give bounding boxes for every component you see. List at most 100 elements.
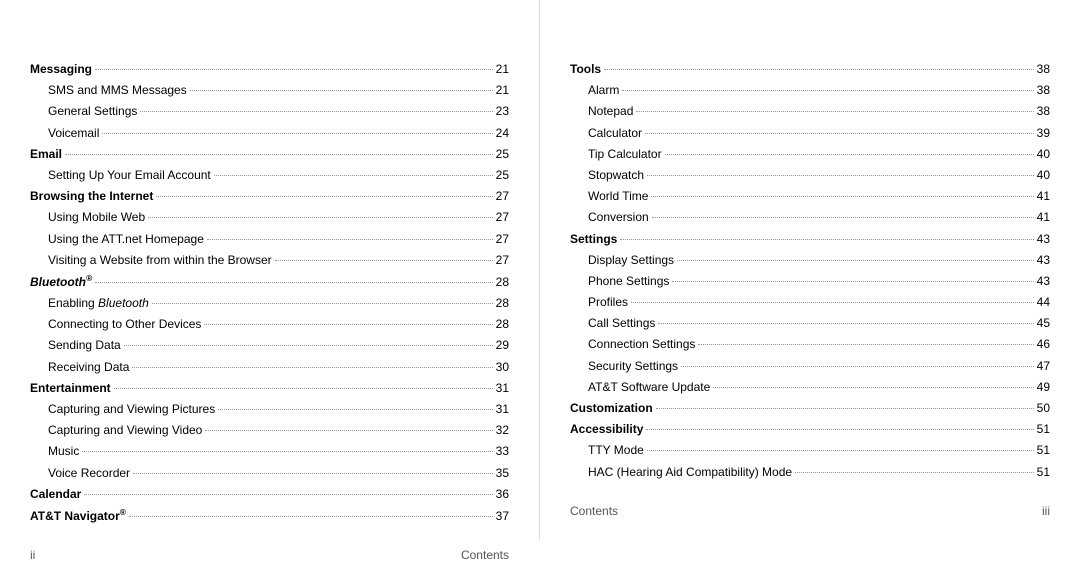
toc-entry-page: 38 [1037,81,1050,100]
toc-entry: AT&T Software Update49 [570,378,1050,397]
toc-page-left: Messaging21SMS and MMS Messages21General… [0,0,540,540]
toc-entry-page: 38 [1037,102,1050,121]
toc-leader-dots [665,154,1034,155]
toc-entry-page: 40 [1037,145,1050,164]
toc-entry-page: 38 [1037,60,1050,79]
toc-leader-dots [713,387,1033,388]
toc-entry-page: 43 [1037,251,1050,270]
footer-label: Contents [461,548,509,562]
toc-entry: Settings43 [570,230,1050,249]
toc-leader-dots [652,217,1034,218]
toc-leader-dots [65,154,493,155]
toc-entry-page: 27 [496,251,509,270]
toc-entry: Capturing and Viewing Video 32 [30,421,509,440]
toc-leader-dots [646,429,1033,430]
toc-entry: Calendar36 [30,485,509,504]
toc-entry-page: 45 [1037,314,1050,333]
toc-entry-page: 51 [1037,420,1050,439]
toc-entry-page: 32 [496,421,509,440]
toc-entry-title: Receiving Data [48,358,129,377]
toc-leader-dots [140,111,492,112]
toc-leader-dots [620,239,1033,240]
toc-entry-page: 41 [1037,187,1050,206]
toc-entries-left: Messaging21SMS and MMS Messages21General… [30,60,509,528]
toc-entry: Messaging21 [30,60,509,79]
toc-entry-page: 28 [496,294,509,313]
toc-entry-page: 41 [1037,208,1050,227]
toc-entry: Conversion 41 [570,208,1050,227]
toc-leader-dots [124,345,493,346]
toc-entry: Using the ATT.net Homepage27 [30,230,509,249]
toc-entry-title: Visiting a Website from within the Brows… [48,251,272,270]
toc-entry-page: 30 [496,358,509,377]
toc-entry-title: Enabling Bluetooth [48,294,149,313]
toc-entry-page: 36 [496,485,509,504]
toc-entry: Bluetooth® 28 [30,272,509,292]
toc-entry: HAC (Hearing Aid Compatibility) Mode51 [570,463,1050,482]
toc-entry-page: 37 [496,507,509,526]
toc-entry-title: Using the ATT.net Homepage [48,230,204,249]
toc-entries-right: Tools38Alarm38Notepad38Calculator39Tip C… [570,60,1050,484]
toc-entry-title: Voicemail [48,124,99,143]
toc-leader-dots [698,344,1033,345]
toc-leader-dots [114,388,493,389]
toc-leader-dots [84,494,492,495]
toc-entry-title: Connection Settings [588,335,695,354]
toc-leader-dots [795,472,1034,473]
toc-entry-page: 39 [1037,124,1050,143]
toc-entry-title: Voice Recorder [48,464,130,483]
toc-entry: Calculator 39 [570,124,1050,143]
toc-entry-title: TTY Mode [588,441,644,460]
toc-entry-title: Music [48,442,79,461]
footer-pgnum: ii [30,548,35,562]
toc-leader-dots [132,367,492,368]
toc-leader-dots [651,196,1033,197]
toc-entry: Browsing the Internet27 [30,187,509,206]
toc-leader-dots [656,408,1034,409]
toc-entry: Tools 38 [570,60,1050,79]
toc-entry-title: Calculator [588,124,642,143]
toc-entry-page: 25 [496,145,509,164]
toc-entry: Phone Settings43 [570,272,1050,291]
toc-entry-page: 27 [496,208,509,227]
toc-entry-title: Bluetooth® [30,272,92,292]
toc-entry-title: Using Mobile Web [48,208,145,227]
toc-leader-dots [207,239,493,240]
toc-entry-page: 28 [496,315,509,334]
toc-entry-page: 31 [496,400,509,419]
toc-leader-dots [677,260,1034,261]
toc-entry: General Settings23 [30,102,509,121]
toc-leader-dots [681,366,1034,367]
toc-entry-title: Conversion [588,208,649,227]
toc-leader-dots [658,323,1033,324]
toc-entry-title: Alarm [588,81,619,100]
toc-entry-page: 23 [496,102,509,121]
toc-entry: Using Mobile Web 27 [30,208,509,227]
toc-entry: Accessibility51 [570,420,1050,439]
toc-entry: Tip Calculator 40 [570,145,1050,164]
toc-entry-title: Security Settings [588,357,678,376]
toc-entry-title: Capturing and Viewing Video [48,421,202,440]
toc-entry: Sending Data29 [30,336,509,355]
toc-entry-page: 28 [496,273,509,292]
toc-leader-dots [218,409,492,410]
toc-entry-page: 51 [1037,463,1050,482]
toc-entry-title: Tip Calculator [588,145,662,164]
toc-leader-dots [672,281,1033,282]
footer-label: Contents [570,504,618,518]
toc-leader-dots [102,133,492,134]
toc-entry-title: Tools [570,60,601,79]
toc-entry: Display Settings43 [570,251,1050,270]
toc-leader-dots [156,196,492,197]
toc-entry-title: Setting Up Your Email Account [48,166,211,185]
toc-leader-dots [152,303,493,304]
toc-entry-page: 29 [496,336,509,355]
toc-entry: Enabling Bluetooth 28 [30,294,509,313]
toc-entry-page: 47 [1037,357,1050,376]
toc-leader-dots [631,302,1034,303]
toc-entry: Notepad38 [570,102,1050,121]
toc-entry-title: AT&T Software Update [588,378,710,397]
toc-leader-dots [636,111,1033,112]
toc-entry: Security Settings 47 [570,357,1050,376]
toc-entry-title: Settings [570,230,617,249]
